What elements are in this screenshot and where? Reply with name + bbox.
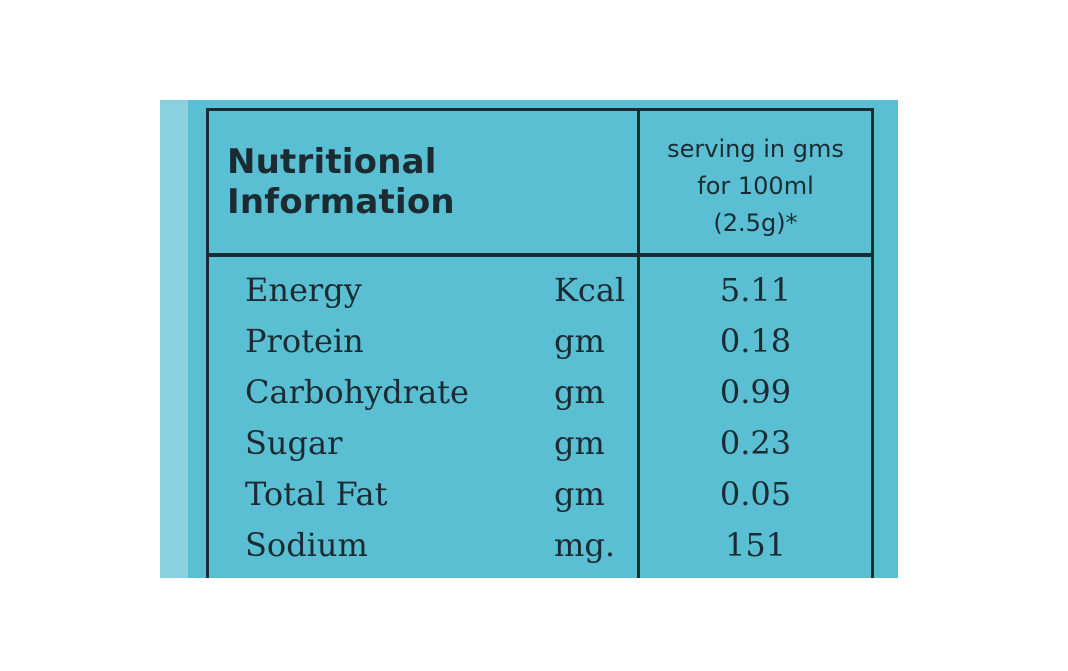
table-row: Total Fat gm 0.05: [209, 471, 871, 522]
table-body: Energy Kcal 5.11 Protein gm 0.18 Carbohy…: [209, 267, 871, 573]
column-divider: [637, 111, 640, 578]
nutrient-name: Sugar: [245, 424, 343, 462]
left-edge-strip: [160, 100, 188, 578]
nutrient-unit: mg.: [554, 526, 615, 564]
serving-header-line-2: for 100ml: [697, 172, 814, 200]
nutrient-value: 151: [724, 526, 787, 564]
nutrient-name: Total Fat: [245, 475, 388, 513]
serving-header-line-1: serving in gms: [667, 135, 844, 163]
serving-header: serving in gms for 100ml (2.5g)*: [640, 131, 871, 242]
nutrient-unit: Kcal: [554, 271, 626, 309]
table-header: Nutritional Information serving in gms f…: [209, 111, 871, 257]
nutrient-name: Protein: [245, 322, 364, 360]
nutrition-table: Nutritional Information serving in gms f…: [206, 108, 874, 578]
nutrient-value: 5.11: [719, 271, 792, 309]
table-row: Carbohydrate gm 0.99: [209, 369, 871, 420]
nutrient-unit: gm: [554, 373, 605, 411]
table-row: Protein gm 0.18: [209, 318, 871, 369]
nutrient-name: Carbohydrate: [245, 373, 469, 411]
nutrient-name: Energy: [245, 271, 362, 309]
nutrient-unit: gm: [554, 475, 605, 513]
table-row: Sugar gm 0.23: [209, 420, 871, 471]
table-row: Sodium mg. 151: [209, 522, 871, 573]
nutrient-unit: gm: [554, 424, 605, 462]
table-title: Nutritional Information: [227, 142, 455, 222]
nutrient-value: 0.05: [719, 475, 792, 513]
nutrient-value: 0.23: [719, 424, 792, 462]
nutrient-value: 0.18: [719, 322, 792, 360]
nutrient-value: 0.99: [719, 373, 792, 411]
table-row: Energy Kcal 5.11: [209, 267, 871, 318]
nutrition-label-panel: Nutritional Information serving in gms f…: [160, 100, 898, 578]
nutrient-unit: gm: [554, 322, 605, 360]
nutrient-name: Sodium: [245, 526, 368, 564]
serving-header-line-3: (2.5g)*: [713, 209, 798, 237]
